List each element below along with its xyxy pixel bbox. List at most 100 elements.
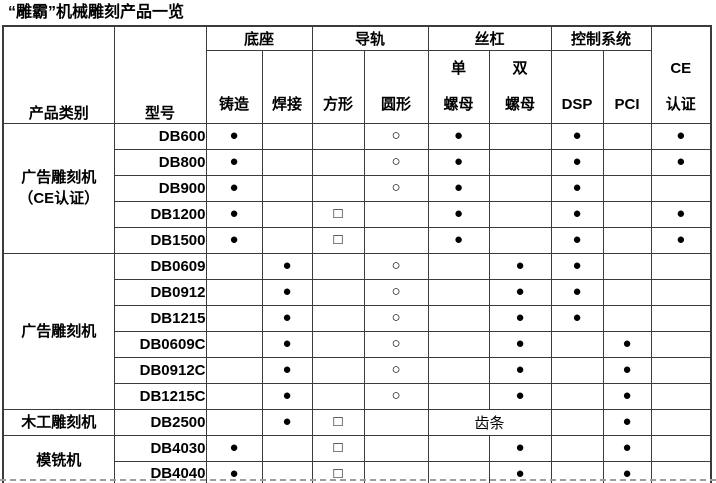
cell-round-rail: ○ — [363, 356, 429, 384]
cell-single-nut — [427, 356, 490, 384]
cell-double-nut: ● — [488, 278, 552, 306]
cell-pci — [602, 148, 652, 176]
cell-pci — [602, 174, 652, 202]
page-title: “雕霸”机械雕刻产品一览 — [8, 4, 185, 21]
cell-model: DB600 — [113, 122, 207, 150]
header-square-rail: 方形 — [311, 49, 365, 124]
table-row: DB0912C ● ○ ● ● — [3, 356, 712, 384]
cell-single-nut: ● — [427, 200, 490, 228]
cell-ce: ● — [650, 122, 712, 150]
cell-square-rail — [311, 174, 365, 202]
cell-round-rail — [363, 200, 429, 228]
header-ce-certification: CE 认证 — [650, 25, 712, 124]
cell-weld — [261, 200, 313, 228]
category-ad-engraver: 广告雕刻机 — [2, 252, 115, 410]
cell-pci — [602, 252, 652, 280]
cell-double-nut — [488, 148, 552, 176]
cell-round-rail: ○ — [363, 122, 429, 150]
cell-square-rail — [311, 330, 365, 358]
cell-pci: ● — [602, 330, 652, 358]
cell-double-nut: ● — [488, 252, 552, 280]
cell-single-nut — [427, 460, 490, 483]
cell-weld — [261, 434, 313, 462]
cell-ce — [650, 382, 712, 410]
cell-round-rail: ○ — [363, 148, 429, 176]
header-screw: 丝杠 — [427, 25, 552, 51]
cell-ce — [650, 434, 712, 462]
cell-dsp: ● — [550, 304, 604, 332]
cell-dsp — [550, 408, 604, 436]
cell-dsp — [550, 382, 604, 410]
cell-cast: ● — [205, 174, 263, 202]
cell-cast — [205, 252, 263, 280]
cell-round-rail — [363, 226, 429, 254]
cell-model: DB4030 — [113, 434, 207, 462]
table-row: DB800 ● ○ ● ● ● — [3, 148, 712, 176]
header-row-groups: 产品类别 型号 底座 导轨 丝杠 控制系统 CE 认证 — [2, 25, 712, 124]
cell-single-nut — [427, 382, 490, 410]
cell-cast: ● — [205, 122, 263, 150]
cell-double-nut: ● — [488, 434, 552, 462]
cell-square-rail — [311, 148, 365, 176]
cell-single-nut — [427, 330, 490, 358]
cell-weld: ● — [261, 304, 313, 332]
table-row: DB1200 ● □ ● ● ● — [3, 200, 712, 228]
header-cast: 铸造 — [205, 49, 263, 124]
cell-cast — [205, 278, 263, 306]
cell-round-rail: ○ — [363, 330, 429, 358]
cell-ce — [650, 252, 712, 280]
header-single-nut: 单 螺母 — [427, 49, 490, 124]
cell-single-nut — [427, 278, 490, 306]
cell-weld — [261, 460, 313, 483]
table-row: DB0609C ● ○ ● ● — [3, 330, 712, 358]
cell-double-nut — [488, 122, 552, 150]
cell-dsp: ● — [550, 122, 604, 150]
cell-dsp: ● — [550, 252, 604, 280]
cell-ce — [650, 460, 712, 483]
category-ad-engraver-ce: 广告雕刻机 （CE认证） — [2, 122, 115, 254]
cell-pci: ● — [602, 356, 652, 384]
header-control-system: 控制系统 — [550, 25, 652, 51]
header-product-category: 产品类别 — [2, 25, 115, 124]
cell-single-nut: ● — [427, 148, 490, 176]
cell-cast — [205, 356, 263, 384]
page-break-dashed-line — [0, 479, 716, 481]
cell-weld — [261, 226, 313, 254]
cell-single-nut: ● — [427, 174, 490, 202]
category-mold-milling-machine: 模铣机 — [2, 434, 115, 483]
cell-model: DB1215 — [113, 304, 207, 332]
cell-model: DB0609 — [113, 252, 207, 280]
cell-cast — [205, 304, 263, 332]
cell-model: DB0912C — [113, 356, 207, 384]
header-base: 底座 — [205, 25, 313, 51]
cell-dsp: ● — [550, 174, 604, 202]
cell-single-nut — [427, 434, 490, 462]
table-row: 木工雕刻机 DB2500 ● □ 齿条 ● — [2, 408, 712, 436]
cell-square-rail: □ — [311, 434, 365, 462]
table-row: 广告雕刻机 （CE认证） DB600 ● ○ ● ● ● — [2, 122, 712, 254]
cell-dsp — [550, 460, 604, 483]
cell-pci — [602, 304, 652, 332]
table-row: DB1215C ● ○ ● ● — [3, 382, 712, 410]
table-row: DB900 ● ○ ● ● — [3, 174, 712, 202]
cell-ce — [650, 330, 712, 358]
cell-square-rail: □ — [311, 200, 365, 228]
cell-cast: ● — [205, 434, 263, 462]
cell-weld — [261, 174, 313, 202]
cell-square-rail — [311, 122, 365, 150]
cell-model: DB1500 — [113, 226, 207, 254]
cell-cast: ● — [205, 200, 263, 228]
cell-double-nut: ● — [488, 356, 552, 384]
cell-ce: ● — [650, 148, 712, 176]
cell-cast: ● — [205, 148, 263, 176]
cell-weld: ● — [261, 382, 313, 410]
cell-square-rail — [311, 304, 365, 332]
header-round-rail: 圆形 — [363, 49, 429, 124]
header-pci: PCI — [602, 49, 652, 124]
header-double-nut: 双 螺母 — [488, 49, 552, 124]
cell-double-nut — [488, 226, 552, 254]
cell-cast — [205, 382, 263, 410]
cell-single-nut: ● — [427, 226, 490, 254]
cell-rack-drive: 齿条 — [427, 408, 552, 436]
cell-weld: ● — [261, 330, 313, 358]
